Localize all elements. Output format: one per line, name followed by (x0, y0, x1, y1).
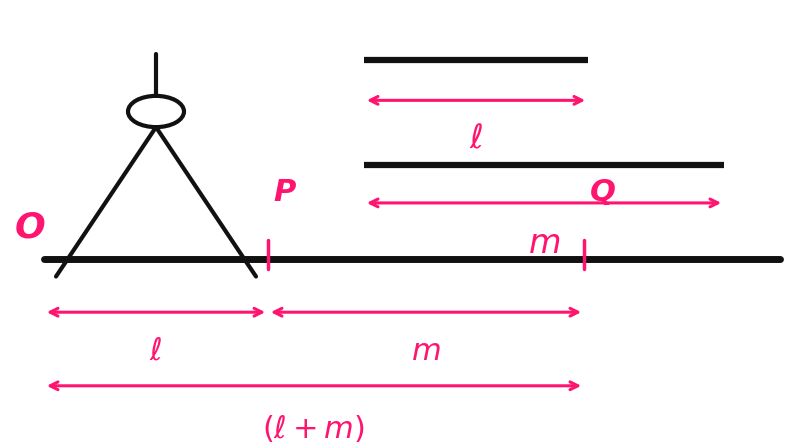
Text: P: P (274, 178, 296, 207)
Text: $m$: $m$ (528, 227, 560, 260)
Text: Q: Q (590, 178, 615, 207)
Text: $(\ell+m)$: $(\ell+m)$ (262, 413, 365, 444)
Text: O: O (15, 211, 46, 244)
Text: $m$: $m$ (410, 337, 441, 366)
Text: $\ell$: $\ell$ (469, 123, 483, 156)
Text: $\ell$: $\ell$ (150, 337, 162, 366)
